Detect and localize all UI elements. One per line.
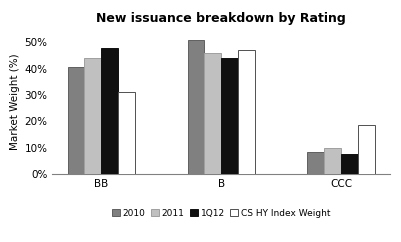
Bar bbox=[204, 53, 221, 174]
Legend: 2010, 2011, 1Q12, CS HY Index Weight: 2010, 2011, 1Q12, CS HY Index Weight bbox=[108, 205, 333, 221]
Bar bbox=[237, 50, 254, 174]
Bar bbox=[101, 47, 117, 174]
Bar bbox=[307, 152, 324, 174]
Bar bbox=[67, 67, 84, 174]
Bar bbox=[357, 125, 374, 174]
Bar bbox=[340, 154, 357, 174]
Y-axis label: Market Weight (%): Market Weight (%) bbox=[10, 53, 20, 150]
Bar bbox=[221, 58, 237, 174]
Bar bbox=[84, 58, 101, 174]
Bar bbox=[324, 148, 340, 174]
Bar bbox=[117, 92, 134, 174]
Bar bbox=[187, 40, 204, 174]
Title: New issuance breakdown by Rating: New issuance breakdown by Rating bbox=[96, 12, 345, 25]
